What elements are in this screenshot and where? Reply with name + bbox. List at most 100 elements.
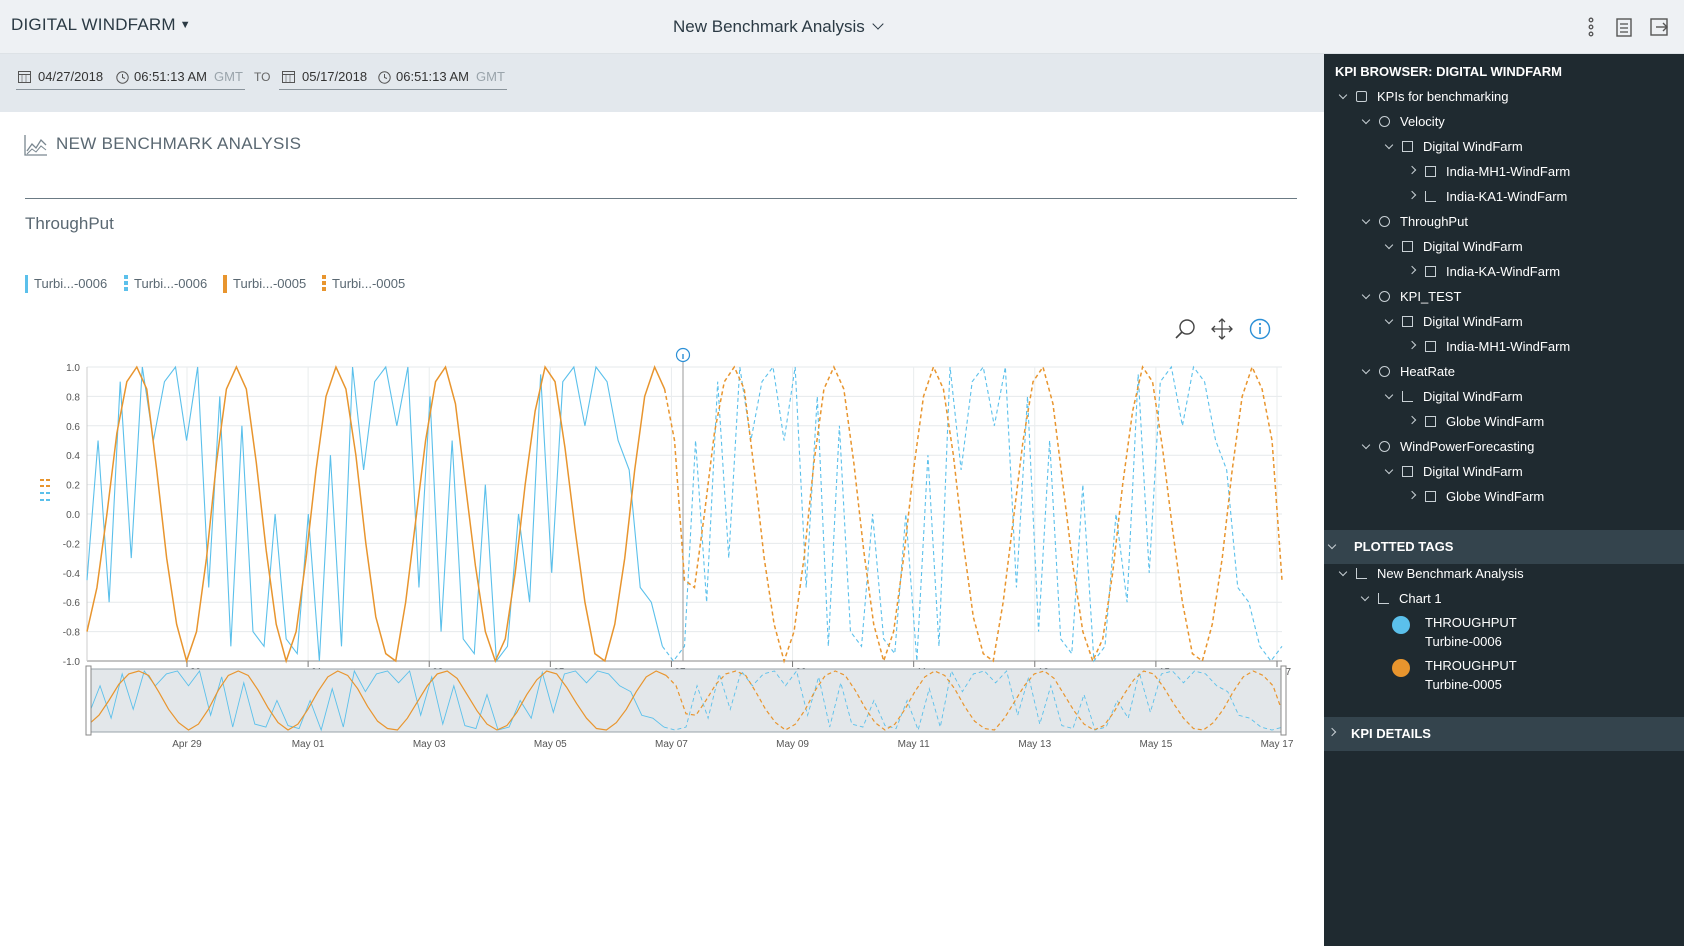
chevron-right-icon[interactable] bbox=[1407, 165, 1417, 175]
chevron-right-icon[interactable] bbox=[1407, 340, 1417, 350]
tree-item-label: WindPowerForecasting bbox=[1400, 439, 1535, 454]
legend-item[interactable]: Turbi...-0006 bbox=[25, 275, 107, 293]
kpi-group-icon bbox=[1379, 291, 1390, 302]
navigator-tick-label: May 17 bbox=[1261, 739, 1294, 750]
throughput-chart[interactable]: 1.00.80.60.40.20.0-0.2-0.4-0.6-0.8-1.029… bbox=[0, 112, 1324, 812]
y-tick-label: 0.0 bbox=[66, 510, 80, 521]
tree-item-label: Velocity bbox=[1400, 114, 1445, 129]
plotted-analysis-item[interactable]: New Benchmark Analysis bbox=[1338, 565, 1524, 583]
app-title-label: DIGITAL WINDFARM bbox=[11, 15, 176, 34]
chevron-right-icon[interactable] bbox=[1407, 415, 1417, 425]
chevron-down-icon[interactable] bbox=[1361, 290, 1371, 300]
chevron-down-icon[interactable] bbox=[1338, 90, 1348, 100]
chevron-down-icon[interactable] bbox=[1361, 440, 1371, 450]
pan-icon[interactable] bbox=[1211, 318, 1233, 340]
tag-line1: THROUGHPUT bbox=[1425, 658, 1517, 673]
chevron-right-icon bbox=[1327, 727, 1337, 737]
navigator-tick-label: May 07 bbox=[655, 739, 688, 750]
more-vertical-icon[interactable] bbox=[1580, 16, 1602, 38]
tree-item[interactable]: ThroughPut bbox=[1361, 213, 1468, 231]
bar-chart-icon bbox=[1378, 593, 1389, 604]
tree-item[interactable]: India-KA1-WindFarm bbox=[1407, 188, 1567, 206]
plotted-chart-item[interactable]: Chart 1 bbox=[1360, 590, 1442, 608]
clock-icon bbox=[116, 71, 129, 84]
to-date: 05/17/2018 bbox=[302, 69, 368, 84]
chevron-right-icon[interactable] bbox=[1407, 265, 1417, 275]
navigator-tick-label: May 15 bbox=[1139, 739, 1172, 750]
navigator-range bbox=[88, 668, 1284, 733]
chart-icon bbox=[1402, 391, 1413, 402]
clock-icon bbox=[378, 71, 391, 84]
legend-item[interactable]: Turbi...-0005 bbox=[322, 275, 405, 293]
tree-item[interactable]: Digital WindFarm bbox=[1384, 313, 1523, 331]
chevron-down-icon[interactable] bbox=[1384, 315, 1394, 325]
series-turbine-0005-dashed-line bbox=[663, 364, 1283, 664]
chevron-down-icon[interactable] bbox=[1384, 390, 1394, 400]
legend-item[interactable]: Turbi...-0005 bbox=[223, 275, 306, 293]
legend-item[interactable]: Turbi...-0006 bbox=[124, 275, 207, 293]
tree-item[interactable]: Digital WindFarm bbox=[1384, 388, 1523, 406]
chevron-down-icon[interactable] bbox=[1361, 215, 1371, 225]
chevron-down-icon[interactable] bbox=[1361, 365, 1371, 375]
line-chart-icon bbox=[1356, 568, 1367, 579]
line-chart-icon bbox=[24, 135, 47, 156]
analysis-title: NEW BENCHMARK ANALYSIS bbox=[56, 134, 302, 153]
navigator-turbine-0005-solid-line bbox=[88, 670, 667, 731]
clipboard-icon[interactable] bbox=[1613, 16, 1635, 38]
y-tick-label: -0.6 bbox=[63, 598, 81, 609]
navigator-right-handle bbox=[1280, 665, 1287, 736]
kpi-details-header[interactable]: KPI DETAILS bbox=[1324, 717, 1684, 751]
tree-item[interactable]: Velocity bbox=[1361, 113, 1445, 131]
navigator-tick-label: May 09 bbox=[776, 739, 809, 750]
tree-item[interactable]: India-MH1-WindFarm bbox=[1407, 338, 1571, 356]
navigator-tick-label: May 11 bbox=[898, 739, 930, 750]
legend-label: Turbi...-0006 bbox=[34, 276, 108, 291]
tree-item[interactable]: HeatRate bbox=[1361, 363, 1455, 381]
to-timezone: GMT bbox=[476, 69, 505, 84]
tree-item-label: India-MH1-WindFarm bbox=[1446, 339, 1571, 354]
tag-line2: Turbine-0006 bbox=[1425, 634, 1502, 649]
tree-item-label: Digital WindFarm bbox=[1423, 314, 1523, 329]
tree-item[interactable]: India-KA-WindFarm bbox=[1407, 263, 1560, 281]
tree-item[interactable]: KPIs for benchmarking bbox=[1338, 88, 1509, 106]
exit-icon[interactable] bbox=[1648, 16, 1670, 38]
tag-color-dot bbox=[1392, 659, 1410, 677]
chevron-down-icon[interactable] bbox=[1384, 240, 1394, 250]
chevron-down-icon bbox=[1338, 567, 1348, 577]
tree-item[interactable]: KPI_TEST bbox=[1361, 288, 1461, 306]
view-title-dropdown[interactable]: New Benchmark Analysis bbox=[673, 17, 884, 37]
info-icon[interactable] bbox=[1249, 318, 1271, 340]
chevron-down-icon[interactable] bbox=[1384, 140, 1394, 150]
asset-icon bbox=[1402, 241, 1413, 252]
from-datetime-field[interactable]: 04/27/2018 06:51:13 AM GMT bbox=[16, 66, 245, 90]
to-datetime-field[interactable]: 05/17/2018 06:51:13 AM GMT bbox=[279, 66, 507, 90]
zoom-icon[interactable] bbox=[1175, 318, 1197, 340]
chevron-down-icon[interactable] bbox=[1361, 115, 1371, 125]
tree-item-label: Digital WindFarm bbox=[1423, 464, 1523, 479]
tree-item[interactable]: Digital WindFarm bbox=[1384, 138, 1523, 156]
tree-item[interactable]: Globe WindFarm bbox=[1407, 488, 1544, 506]
chevron-down-icon[interactable] bbox=[1384, 465, 1394, 475]
tree-item[interactable]: Digital WindFarm bbox=[1384, 463, 1523, 481]
legend-swatch bbox=[124, 275, 128, 293]
tree-item[interactable]: WindPowerForecasting bbox=[1361, 438, 1535, 456]
top-bar: DIGITAL WINDFARM ▼ New Benchmark Analysis bbox=[0, 0, 1684, 54]
tree-item[interactable]: Globe WindFarm bbox=[1407, 413, 1544, 431]
chevron-right-icon[interactable] bbox=[1407, 490, 1417, 500]
asset-icon bbox=[1402, 141, 1413, 152]
tree-item-label: India-MH1-WindFarm bbox=[1446, 164, 1571, 179]
tree-item-label: Digital WindFarm bbox=[1423, 239, 1523, 254]
navigator-turbine-0006-dashed-line bbox=[663, 669, 1284, 732]
main-panel: NEW BENCHMARK ANALYSIS ThroughPut Turbi.… bbox=[0, 112, 1324, 946]
y-tick-label: -1.0 bbox=[63, 657, 81, 668]
tree-item[interactable]: Digital WindFarm bbox=[1384, 238, 1523, 256]
navigator-tick-label: May 01 bbox=[292, 739, 325, 750]
app-title-dropdown[interactable]: DIGITAL WINDFARM ▼ bbox=[11, 15, 191, 35]
caret-down-icon: ▼ bbox=[179, 19, 191, 31]
chevron-right-icon[interactable] bbox=[1407, 190, 1417, 200]
y-tick-label: -0.4 bbox=[63, 569, 81, 580]
to-time: 06:51:13 AM bbox=[396, 69, 469, 84]
tree-item[interactable]: India-MH1-WindFarm bbox=[1407, 163, 1571, 181]
plotted-tags-header[interactable]: PLOTTED TAGS bbox=[1324, 530, 1684, 564]
navigator-tick-label: Apr 29 bbox=[172, 739, 202, 750]
